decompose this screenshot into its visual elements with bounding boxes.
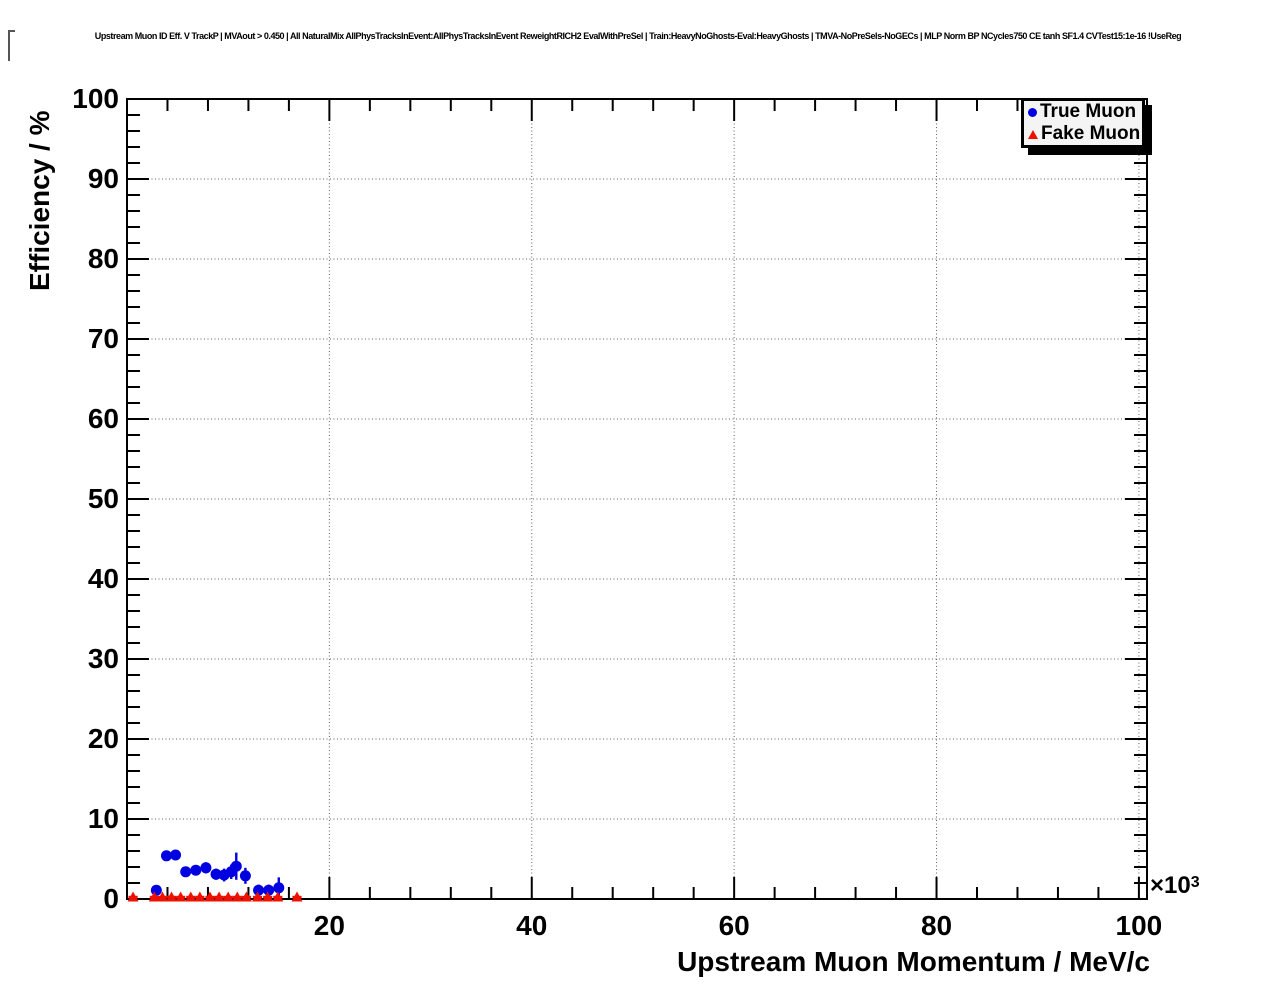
data-point-triangle — [156, 891, 168, 902]
data-point-triangle — [194, 891, 206, 902]
data-point-triangle — [252, 891, 264, 902]
data-point-circle — [239, 870, 251, 882]
multiplier-base: ×10 — [1150, 872, 1191, 899]
data-point-circle — [200, 862, 212, 874]
x-axis-tick-label: 20 — [313, 910, 345, 941]
y-axis-tick-label: 80 — [87, 243, 119, 274]
y-axis-tick-label: 20 — [87, 723, 119, 754]
legend-entry-true-muon: True Muon — [1024, 101, 1142, 123]
data-point-circle — [180, 866, 192, 878]
x-axis-tick-label: 60 — [718, 910, 750, 941]
plot-title: Upstream Muon ID Eff. V TrackP | MVAout … — [94, 31, 1182, 41]
data-point-triangle — [272, 891, 284, 902]
data-point-circle — [150, 884, 162, 896]
x-axis-tick-label: 40 — [516, 910, 548, 941]
data-point-triangle — [222, 891, 234, 902]
canvas-corner-mark — [8, 30, 10, 61]
true-muon-marker-icon — [1028, 107, 1037, 117]
legend-label-fake-muon: Fake Muon — [1041, 123, 1141, 144]
legend: True Muon Fake Muon — [1021, 98, 1145, 148]
data-point-triangle — [148, 891, 160, 902]
y-axis-title: Efficiency / % — [24, 110, 55, 291]
y-axis-tick-label: 100 — [72, 83, 119, 114]
data-point-triangle — [291, 891, 303, 902]
legend-entry-fake-muon: Fake Muon — [1024, 123, 1142, 145]
data-point-triangle — [231, 891, 243, 902]
data-point-circle — [210, 868, 222, 880]
data-point-circle — [170, 849, 182, 861]
data-point-triangle — [185, 891, 197, 902]
plot-frame — [126, 98, 1148, 900]
x-axis-title: Upstream Muon Momentum / MeV/c — [677, 946, 1150, 977]
data-point-triangle — [166, 891, 178, 902]
y-axis-tick-label: 0 — [103, 883, 119, 914]
x-axis-multiplier: ×103 — [1150, 872, 1200, 900]
data-point-circle — [273, 882, 285, 894]
multiplier-exponent: 3 — [1190, 874, 1200, 891]
data-point-triangle — [204, 891, 216, 902]
fake-muon-marker-icon — [1028, 129, 1038, 139]
data-point-triangle — [175, 891, 187, 902]
data-point-circle — [190, 864, 202, 876]
y-axis-tick-label: 40 — [87, 563, 119, 594]
y-axis-tick-label: 90 — [87, 163, 119, 194]
data-point-triangle — [213, 891, 225, 902]
data-point-triangle — [127, 891, 139, 902]
y-axis-tick-label: 70 — [87, 323, 119, 354]
canvas-corner-mark — [8, 30, 15, 32]
y-axis-tick-label: 10 — [87, 803, 119, 834]
y-axis-tick-label: 30 — [87, 643, 119, 674]
y-axis-tick-label: 50 — [87, 483, 119, 514]
data-point-circle — [160, 850, 172, 862]
y-axis-tick-label: 60 — [87, 403, 119, 434]
x-axis-tick-label: 80 — [920, 910, 953, 941]
data-point-circle — [230, 860, 242, 872]
data-point-triangle — [240, 891, 252, 902]
data-point-circle — [253, 884, 265, 896]
data-point-circle — [263, 884, 275, 896]
x-axis-tick-label: 100 — [1115, 910, 1163, 941]
legend-label-true-muon: True Muon — [1040, 101, 1137, 122]
data-point-triangle — [262, 891, 274, 902]
